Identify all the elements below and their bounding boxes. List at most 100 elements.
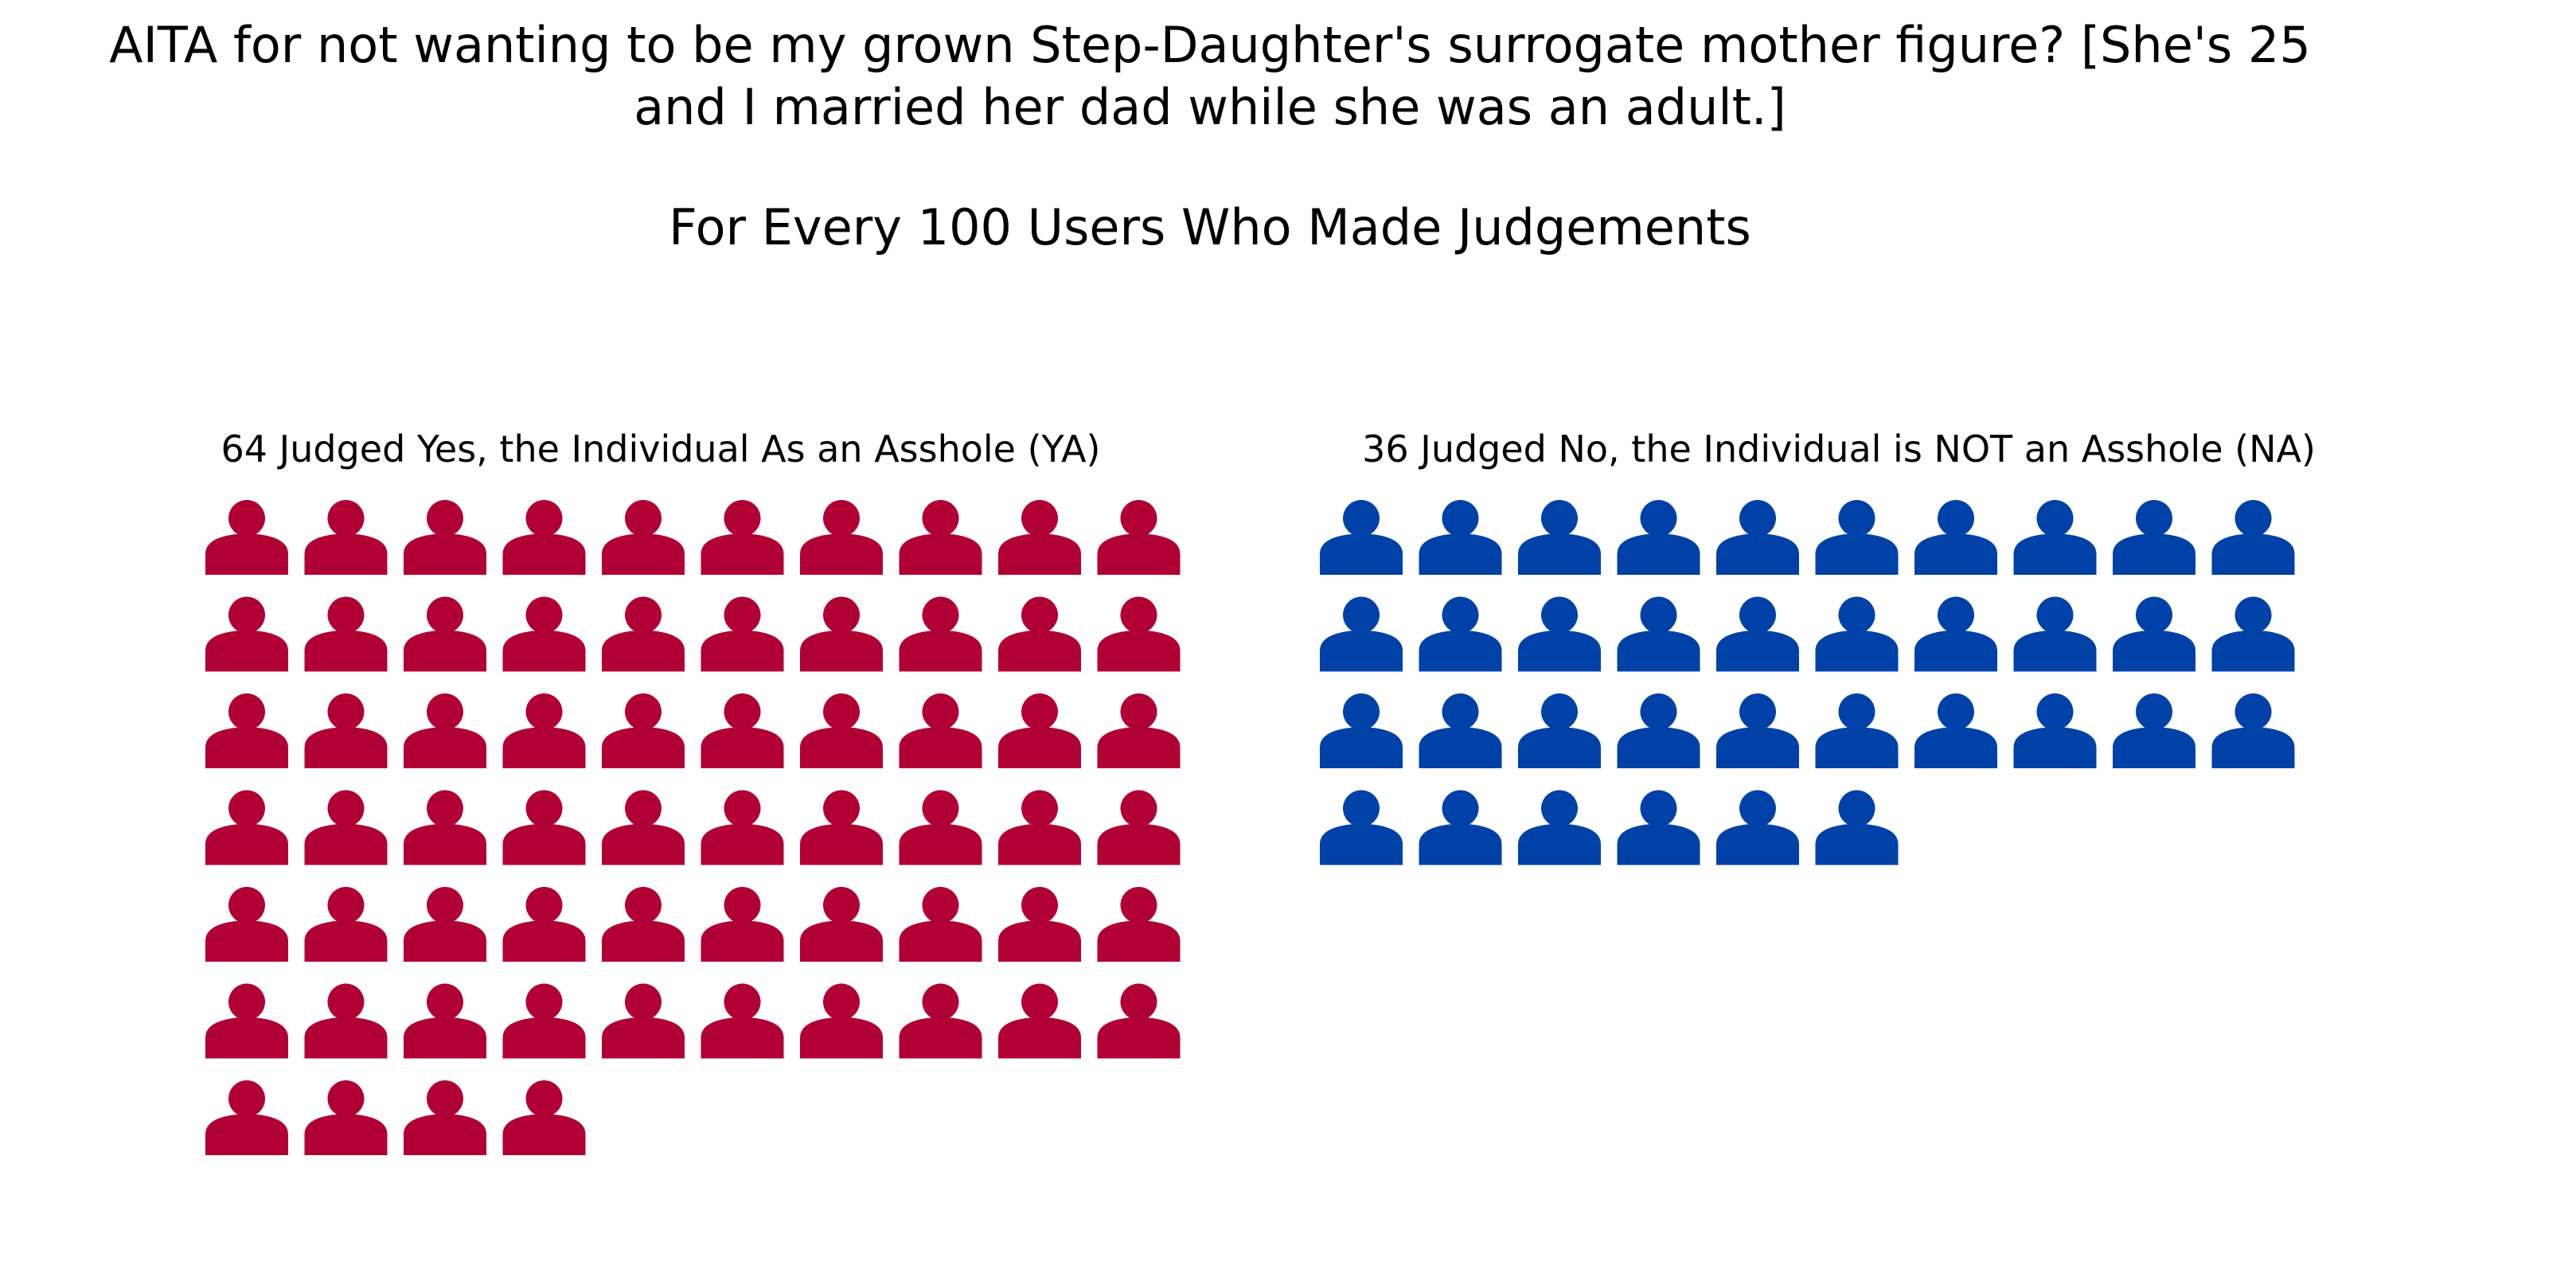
person-icon-na-7: [1914, 500, 1997, 575]
person-icon-na-26: [1815, 693, 1899, 768]
person-icon-ya-8: [899, 500, 982, 575]
person-icon-na-15: [1716, 596, 1799, 672]
chart-title-line-1: AITA for not wanting to be my grown Step…: [109, 16, 2311, 74]
person-icon-na-24: [1617, 693, 1700, 768]
person-icon-na-34: [1617, 790, 1700, 865]
person-icon-na-19: [2113, 596, 2195, 672]
person-icon-ya-61: [205, 1080, 288, 1155]
person-icon-ya-58: [899, 983, 982, 1059]
person-icon-ya-23: [404, 693, 486, 768]
person-icon-ya-55: [602, 983, 685, 1059]
panel-label-ya: 64 Judged Yes, the Individual As an Assh…: [221, 428, 1101, 471]
person-icon-ya-45: [602, 887, 685, 962]
person-icon-na-5: [1716, 500, 1799, 575]
person-icon-na-10: [2211, 500, 2295, 575]
person-icon-ya-50: [1097, 887, 1181, 962]
person-icon-ya-44: [502, 887, 586, 962]
person-icon-na-14: [1617, 596, 1700, 672]
person-icon-ya-48: [899, 887, 982, 962]
person-icon-na-31: [1320, 790, 1403, 865]
person-icon-ya-1: [205, 500, 288, 575]
person-icon-ya-43: [404, 887, 486, 962]
person-icon-ya-22: [304, 693, 388, 768]
person-icon-ya-25: [602, 693, 685, 768]
chart-subtitle: For Every 100 Users Who Made Judgements: [669, 198, 1751, 256]
person-icon-ya-26: [701, 693, 784, 768]
person-icon-na-6: [1815, 500, 1899, 575]
person-icon-na-25: [1716, 693, 1799, 768]
pictogram-grid-ya: [205, 500, 1181, 1155]
pictogram-grid-na: [1320, 500, 2295, 865]
person-icon-ya-62: [304, 1080, 388, 1155]
person-icon-ya-14: [502, 596, 586, 672]
person-icon-ya-40: [1097, 790, 1181, 865]
person-icon-ya-51: [205, 983, 288, 1059]
person-icon-ya-53: [404, 983, 486, 1059]
person-icon-ya-30: [1097, 693, 1181, 768]
person-icon-na-1: [1320, 500, 1403, 575]
person-icon-ya-19: [998, 596, 1081, 672]
person-icon-ya-21: [205, 693, 288, 768]
person-icon-na-18: [2013, 596, 2097, 672]
person-icon-ya-39: [998, 790, 1081, 865]
person-icon-ya-34: [502, 790, 586, 865]
person-icon-na-16: [1815, 596, 1899, 672]
person-icon-na-17: [1914, 596, 1997, 672]
person-icon-ya-41: [205, 887, 288, 962]
person-icon-na-29: [2113, 693, 2195, 768]
person-icon-na-12: [1419, 596, 1502, 672]
person-icon-ya-59: [998, 983, 1081, 1059]
person-icon-ya-7: [800, 500, 883, 575]
person-icon-ya-46: [701, 887, 784, 962]
person-icon-ya-42: [304, 887, 388, 962]
person-icon-na-23: [1518, 693, 1601, 768]
person-icon-ya-31: [205, 790, 288, 865]
person-icon-na-28: [2013, 693, 2097, 768]
person-icon-ya-5: [602, 500, 685, 575]
person-icon-na-20: [2211, 596, 2295, 672]
person-icon-ya-17: [800, 596, 883, 672]
person-icon-ya-13: [404, 596, 486, 672]
person-icon-ya-27: [800, 693, 883, 768]
person-icon-ya-36: [701, 790, 784, 865]
person-icon-na-2: [1419, 500, 1502, 575]
person-icon-ya-33: [404, 790, 486, 865]
person-icon-ya-28: [899, 693, 982, 768]
person-icon-na-27: [1914, 693, 1997, 768]
person-icon-na-22: [1419, 693, 1502, 768]
person-icon-ya-49: [998, 887, 1081, 962]
person-icon-ya-52: [304, 983, 388, 1059]
person-icon-ya-35: [602, 790, 685, 865]
person-icon-ya-10: [1097, 500, 1181, 575]
person-icon-ya-11: [205, 596, 288, 672]
person-icon-na-11: [1320, 596, 1403, 672]
person-icon-ya-57: [800, 983, 883, 1059]
person-icon-ya-32: [304, 790, 388, 865]
person-icon-na-36: [1815, 790, 1899, 865]
chart-title-line-2: and I married her dad while she was an a…: [634, 78, 1786, 136]
person-icon-na-9: [2113, 500, 2195, 575]
person-icon-ya-38: [899, 790, 982, 865]
person-icon-ya-18: [899, 596, 982, 672]
person-icon-na-30: [2211, 693, 2295, 768]
person-icon-ya-9: [998, 500, 1081, 575]
person-icon-na-13: [1518, 596, 1601, 672]
person-icon-ya-15: [602, 596, 685, 672]
person-icon-ya-16: [701, 596, 784, 672]
person-icon-ya-6: [701, 500, 784, 575]
person-icon-ya-2: [304, 500, 388, 575]
person-icon-ya-20: [1097, 596, 1181, 672]
person-icon-ya-12: [304, 596, 388, 672]
person-icon-ya-56: [701, 983, 784, 1059]
person-icon-ya-4: [502, 500, 586, 575]
person-icon-ya-60: [1097, 983, 1181, 1059]
panel-label-na: 36 Judged No, the Individual is NOT an A…: [1362, 428, 2316, 471]
person-icon-na-4: [1617, 500, 1700, 575]
person-icon-na-35: [1716, 790, 1799, 865]
person-icon-ya-47: [800, 887, 883, 962]
person-icon-na-3: [1518, 500, 1601, 575]
person-icon-na-8: [2013, 500, 2097, 575]
person-icon-ya-3: [404, 500, 486, 575]
person-icon-ya-24: [502, 693, 586, 768]
